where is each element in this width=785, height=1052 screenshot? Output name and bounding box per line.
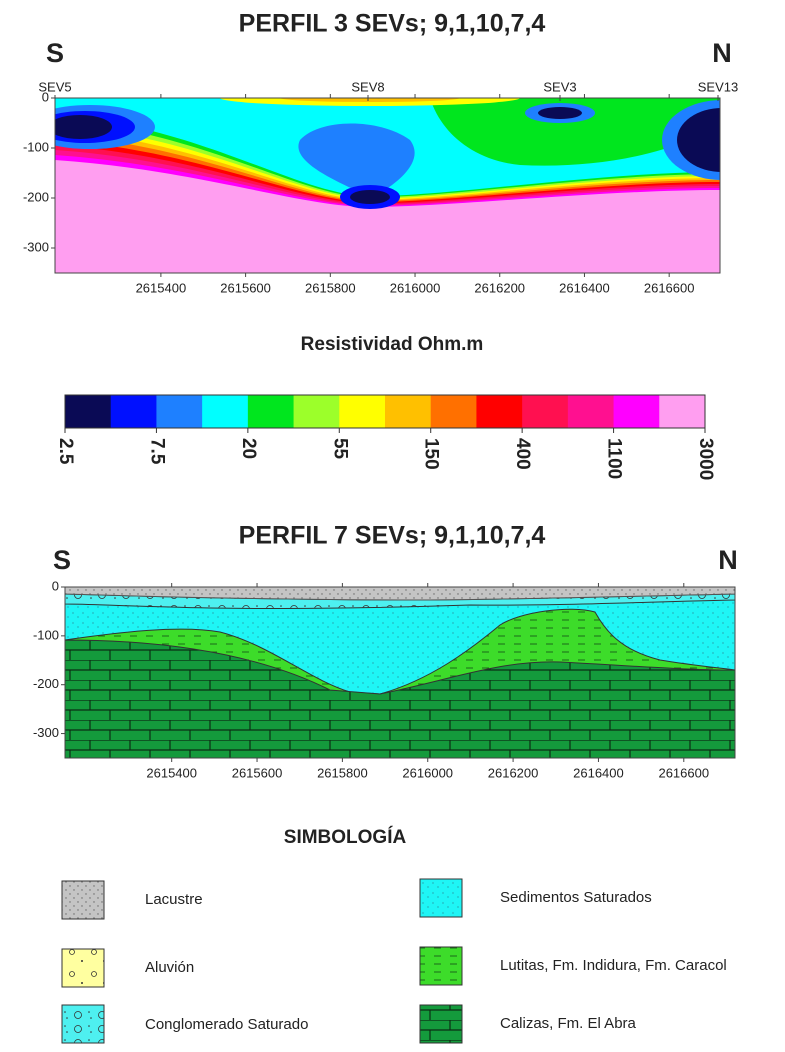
- colorbar-label: 150: [421, 438, 442, 470]
- colorbar-swatch: [65, 395, 112, 428]
- colorbar-swatch: [430, 395, 477, 428]
- direction-label: S: [53, 545, 71, 575]
- colorbar-swatch: [659, 395, 706, 428]
- x-tick-label: 2615800: [317, 765, 368, 780]
- legend-label: Lutitas, Fm. Indidura, Fm. Caracol: [500, 957, 727, 974]
- y-tick-label: -200: [23, 189, 49, 204]
- colorbar-title: Resistividad Ohm.m: [301, 334, 484, 355]
- x-tick-label: 2616600: [644, 280, 695, 295]
- legend-swatch: [61, 880, 105, 920]
- calizas: [64, 639, 736, 759]
- profile-title: PERFIL 3 SEVs; 9,1,10,7,4: [239, 10, 546, 38]
- x-tick-label: 2615600: [232, 765, 283, 780]
- y-tick-label: -100: [23, 139, 49, 154]
- contour: [538, 107, 582, 119]
- direction-label: N: [712, 38, 732, 68]
- contour: [430, 98, 720, 166]
- x-tick-label: 2616600: [658, 765, 709, 780]
- colorbar-swatch: [293, 395, 340, 428]
- y-tick-label: -200: [33, 676, 59, 691]
- direction-label: N: [718, 545, 738, 575]
- legend-swatch: [419, 946, 463, 986]
- x-tick-label: 2615600: [220, 280, 271, 295]
- colorbar-label: 55: [329, 438, 350, 460]
- colorbar-swatch: [476, 395, 523, 428]
- contour: [298, 123, 415, 190]
- sev-label: SEV13: [698, 79, 738, 94]
- legend-swatch: [419, 1004, 463, 1044]
- legend-swatch: [419, 878, 463, 918]
- contour: [350, 190, 390, 204]
- colorbar-label: 400: [512, 438, 533, 470]
- x-tick-label: 2616400: [559, 280, 610, 295]
- y-tick-label: -100: [33, 627, 59, 642]
- colorbar-swatch: [202, 395, 249, 428]
- x-tick-label: 2616200: [474, 280, 525, 295]
- plot-frame: [54, 97, 721, 274]
- contour: [55, 115, 112, 139]
- y-tick-label: -300: [33, 725, 59, 740]
- legend-title: SIMBOLOGÍA: [284, 826, 407, 848]
- colorbar-label: 2.5: [55, 438, 76, 465]
- colorbar-swatch: [110, 395, 157, 428]
- profile-title: PERFIL 7 SEVs; 9,1,10,7,4: [239, 522, 546, 550]
- lacustre: [64, 586, 736, 601]
- colorbar-swatch: [613, 395, 660, 428]
- colorbar: 2.5 7.5 20 55 150 400 1100 3000: [55, 394, 716, 480]
- y-tick-label: 0: [52, 578, 59, 593]
- legend-swatch: [61, 1004, 105, 1044]
- legend-label: Sedimentos Saturados: [500, 889, 652, 906]
- sev-label: SEV5: [38, 79, 71, 94]
- colorbar-swatch: [522, 395, 569, 428]
- colorbar-swatch: [339, 395, 386, 428]
- colorbar-label: 3000: [695, 438, 716, 480]
- x-tick-label: 2615400: [136, 280, 187, 295]
- x-tick-label: 2616000: [390, 280, 441, 295]
- y-tick-label: 0: [42, 89, 49, 104]
- legend-swatch: [61, 948, 105, 988]
- legend-label: Aluvión: [145, 959, 194, 976]
- direction-label: S: [46, 38, 64, 68]
- colorbar-swatch: [156, 395, 203, 428]
- x-tick-label: 2615800: [305, 280, 356, 295]
- contour: [677, 108, 720, 172]
- colorbar-swatch: [385, 395, 432, 428]
- x-tick-label: 2615400: [146, 765, 197, 780]
- x-tick-label: 2616000: [402, 765, 453, 780]
- legend: Lacustre Aluvión Conglomerado Saturado S…: [61, 878, 727, 1044]
- colorbar-label: 1100: [604, 438, 625, 479]
- geologic-section: [64, 586, 736, 759]
- colorbar-swatch: [247, 395, 295, 428]
- contour: [280, 98, 460, 102]
- x-tick-label: 2616200: [488, 765, 539, 780]
- sev-label: SEV8: [351, 79, 384, 94]
- resistivity-section: [55, 98, 720, 273]
- legend-label: Conglomerado Saturado: [145, 1016, 308, 1033]
- colorbar-frame: [64, 394, 706, 429]
- colorbar-swatch: [567, 395, 615, 428]
- legend-label: Lacustre: [145, 891, 203, 908]
- colorbar-label: 20: [238, 438, 259, 459]
- colorbar-label: 7.5: [146, 438, 167, 465]
- legend-label: Calizas, Fm. El Abra: [500, 1015, 637, 1032]
- y-tick-label: -300: [23, 239, 49, 254]
- plot-frame: [64, 586, 736, 759]
- x-tick-label: 2616400: [573, 765, 624, 780]
- sev-label: SEV3: [543, 79, 576, 94]
